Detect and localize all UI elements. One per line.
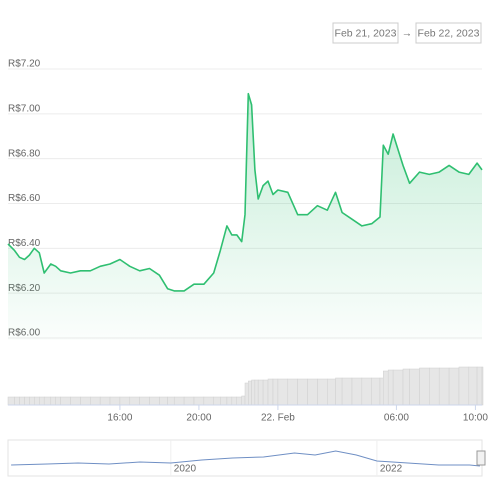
volume-bar — [307, 378, 318, 406]
volume-bar — [149, 396, 160, 406]
volume-bar — [257, 379, 264, 406]
volume-bar — [361, 377, 372, 406]
y-tick-label: R$6.40 — [8, 238, 41, 249]
volume-bar — [167, 396, 175, 406]
date-from[interactable]: Feb 21, 2023 — [335, 27, 397, 39]
navigator-line — [11, 450, 480, 467]
volume-bar — [248, 380, 252, 406]
volume-bar — [297, 378, 308, 406]
volume-bar — [183, 396, 195, 406]
volume-bar — [159, 396, 168, 406]
volume-bar — [267, 378, 274, 406]
volume-bar — [139, 396, 150, 406]
volume-bar — [419, 367, 430, 406]
volume-bar — [236, 396, 242, 406]
volume-bar — [34, 396, 40, 406]
volume-bar — [251, 379, 256, 406]
date-to-box[interactable] — [415, 22, 482, 44]
volume-bar — [458, 366, 470, 406]
volume-bar — [213, 396, 221, 406]
navigator-label: 2020 — [174, 464, 197, 475]
volume-bar — [383, 370, 389, 406]
volume-bar — [387, 369, 394, 406]
volume-bar — [55, 396, 61, 406]
volume-bar — [262, 379, 269, 406]
x-tick-label: 06:00 — [384, 413, 409, 424]
volume-bar — [371, 377, 381, 406]
volume-bar — [244, 382, 249, 406]
volume-bar — [254, 379, 259, 406]
y-tick-label: R$6.60 — [8, 193, 41, 204]
volume-bar — [19, 396, 25, 406]
volume-bar — [402, 368, 410, 406]
volume-bar — [119, 396, 131, 406]
volume-bar — [277, 378, 289, 406]
volume-bar — [226, 396, 233, 406]
navigator-label: 2022 — [380, 464, 403, 475]
x-tick-label: 22. Feb — [261, 413, 295, 424]
price-line — [7, 92, 483, 292]
volume-bar — [50, 396, 56, 406]
x-tick-label: 20:00 — [186, 413, 211, 424]
volume-bar — [272, 378, 279, 406]
volume-bar — [448, 367, 460, 406]
volume-bar — [438, 367, 450, 406]
volume-bar — [231, 396, 238, 406]
volume-bar — [429, 367, 440, 406]
volume-bar — [220, 396, 228, 406]
volume-bar — [80, 396, 91, 406]
volume-bar — [409, 368, 420, 406]
volume-bar — [476, 366, 483, 406]
volume-bar — [29, 396, 35, 406]
volume-bar — [70, 396, 81, 406]
volume-bar — [109, 396, 121, 406]
volume-bar — [468, 366, 478, 406]
volume-bar — [43, 396, 52, 406]
volume-bar — [90, 396, 101, 406]
x-tick-label: 10:00 — [463, 413, 488, 424]
volume-bar — [327, 378, 336, 406]
volume-bar — [335, 377, 343, 406]
volume-bar — [317, 378, 328, 406]
volume-bar — [287, 378, 298, 406]
volume-bar — [241, 395, 246, 406]
volume-bar — [60, 396, 71, 406]
volume-bar — [481, 366, 484, 406]
volume-bar — [392, 369, 404, 406]
date-from-box[interactable] — [332, 22, 399, 44]
date-arrow: → — [402, 27, 413, 39]
volume-bar — [24, 396, 30, 406]
volume-bar — [203, 396, 214, 406]
x-tick-label: 16:00 — [107, 413, 132, 424]
volume-bar — [14, 396, 20, 406]
volume-bar — [173, 396, 185, 406]
y-tick-label: R$7.00 — [8, 103, 41, 114]
y-tick-label: R$6.80 — [8, 148, 41, 159]
volume-bar — [379, 377, 384, 406]
date-to[interactable]: Feb 22, 2023 — [418, 27, 480, 39]
volume-bar — [39, 396, 45, 406]
volume-bar — [129, 396, 140, 406]
volume-bar — [351, 377, 363, 406]
volume-bar — [341, 377, 353, 406]
volume-bar — [99, 396, 111, 406]
volume-bar — [7, 396, 15, 406]
y-tick-label: R$7.20 — [8, 59, 41, 70]
navigator-handle[interactable] — [476, 450, 486, 466]
volume-bar — [193, 396, 205, 406]
